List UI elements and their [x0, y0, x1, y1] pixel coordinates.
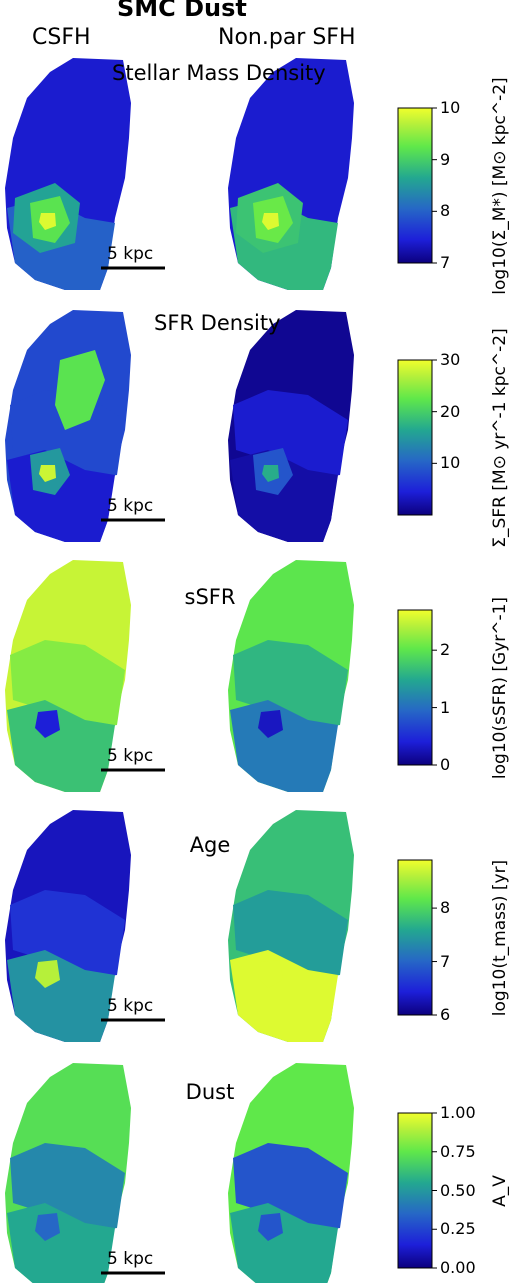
colorbar-tick-label-0-1: 8	[440, 201, 451, 221]
colorbar-label-0: log10(Σ_M*) [M⊙ kpc^-2]	[490, 76, 510, 295]
region-core	[258, 1213, 283, 1241]
colorbar-tick-label-4-3: 0.75	[440, 1141, 476, 1161]
colorbar-label-4: A_V	[490, 1174, 510, 1207]
region-bright_core	[262, 213, 279, 230]
region-south	[7, 1203, 115, 1283]
colorbar-tick-label-4-4: 1.00	[440, 1103, 476, 1122]
colorbar-2	[397, 609, 433, 766]
row-title-0: Stellar Mass Density	[112, 61, 326, 85]
panel-rows	[5, 58, 437, 1283]
figure-title: SMC Dust	[117, 0, 247, 22]
row-title-3: Age	[189, 833, 231, 857]
scale-bar-label-3: 5 kpc	[107, 996, 154, 1016]
colorbar-tick-label-3-1: 7	[440, 951, 451, 971]
scale-bar-label-1: 5 kpc	[107, 496, 154, 516]
colorbar-3	[397, 859, 433, 1016]
region-bright_core	[262, 465, 279, 482]
colorbar-tick-label-1-1: 20	[440, 401, 461, 421]
region-bright_core	[39, 213, 56, 230]
colorbar-tick-label-3-2: 8	[440, 898, 451, 918]
colorbar-tick-label-0-3: 10	[440, 98, 461, 117]
region-bright_core	[39, 465, 56, 482]
column-title-nonpar: Non.par SFH	[218, 25, 356, 50]
colorbar-4	[397, 1112, 433, 1269]
region-north_arm	[55, 350, 105, 430]
region-core	[35, 710, 60, 738]
region-south	[230, 700, 338, 792]
colorbar-1	[397, 359, 433, 516]
colorbar-tick-label-2-0: 0	[440, 755, 451, 774]
colorbar-tick-label-0-2: 9	[440, 149, 451, 169]
map-panel-2-1	[228, 560, 354, 792]
map-panel-0-0	[5, 58, 131, 290]
map-panel-4-0	[5, 1063, 131, 1283]
colorbar-label-2: log10(sSFR) [Gyr^-1]	[490, 596, 510, 779]
region-south	[7, 700, 115, 792]
colorbar-tick-label-0-0: 7	[440, 253, 451, 272]
map-panel-3-0	[5, 810, 131, 1042]
row-title-1: SFR Density	[154, 311, 281, 335]
column-title-csfh: CSFH	[32, 25, 91, 50]
row-title-4: Dust	[185, 1080, 235, 1104]
region-south	[230, 1203, 338, 1283]
colorbar-tick-label-1-2: 30	[440, 350, 461, 369]
region-south	[230, 950, 338, 1042]
colorbar-tick-label-4-0: 0.00	[440, 1258, 476, 1277]
colorbar-label-3: log10(t_mass) [yr]	[490, 859, 510, 1016]
colorbar-tick-label-2-2: 2	[440, 640, 451, 660]
scale-bar-label-2: 5 kpc	[107, 746, 154, 766]
colorbar-tick-label-4-1: 0.25	[440, 1219, 476, 1239]
scale-bar-label-4: 5 kpc	[107, 1249, 154, 1269]
colorbar-0	[397, 107, 433, 264]
region-core	[258, 960, 283, 988]
region-core	[35, 1213, 60, 1241]
colorbar-tick-label-3-0: 6	[440, 1005, 451, 1024]
row-title-2: sSFR	[184, 585, 236, 609]
colorbar-tick-label-2-1: 1	[440, 697, 451, 717]
scale-bar-label-0: 5 kpc	[107, 244, 154, 264]
map-panel-2-0	[5, 560, 131, 792]
colorbar-label-1: Σ_SFR [M⊙ yr^-1 kpc^-2]	[490, 327, 510, 548]
map-panel-4-1	[228, 1063, 354, 1283]
colorbar-tick-label-1-0: 10	[440, 453, 461, 473]
map-panel-0-1	[228, 58, 354, 290]
region-core	[35, 960, 60, 988]
colorbar-tick-label-4-2: 0.50	[440, 1180, 476, 1200]
map-panel-1-1	[228, 310, 354, 542]
region-core	[258, 710, 283, 738]
region-south	[7, 950, 115, 1042]
map-panel-3-1	[228, 810, 354, 1042]
map-panel-1-0	[5, 310, 131, 542]
